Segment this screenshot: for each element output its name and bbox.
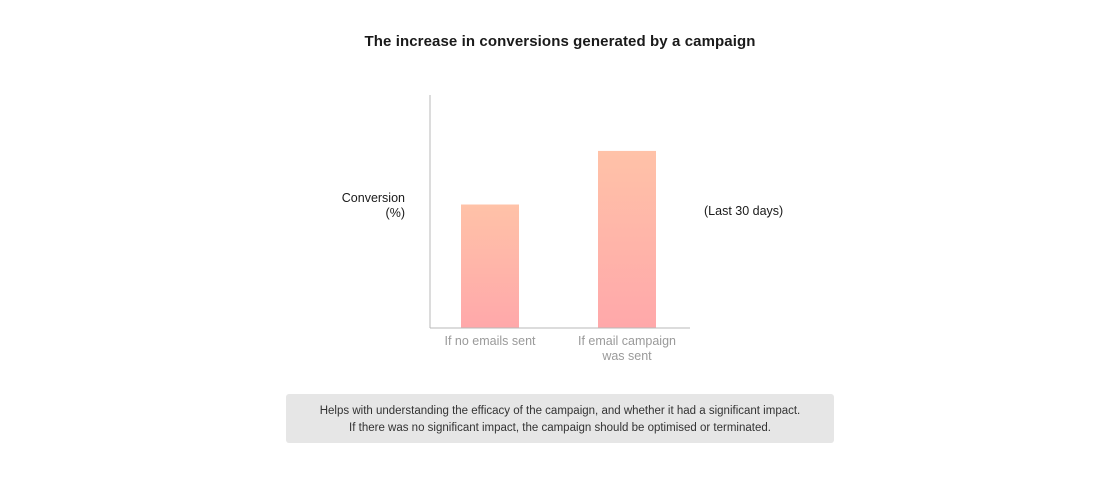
y-axis-label: Conversion (%) <box>300 191 405 221</box>
period-annotation: (Last 30 days) <box>704 204 784 218</box>
info-note: Helps with understanding the efficacy of… <box>286 394 834 443</box>
y-axis-label-line1: Conversion <box>341 191 405 205</box>
category-label-2-line2: was sent <box>602 349 652 363</box>
category-label-1: If no emails sent <box>420 334 560 349</box>
info-note-line1: Helps with understanding the efficacy of… <box>319 405 801 417</box>
info-note-line2: If there was no significant impact, the … <box>349 422 771 434</box>
bars-group <box>461 150 656 328</box>
y-axis-label-line2: (%) <box>385 206 405 220</box>
category-label-2-line1: If email campaign <box>578 334 676 348</box>
chart-title: The increase in conversions generated by… <box>364 33 756 50</box>
bar-1 <box>461 204 519 328</box>
bar-2 <box>598 150 656 328</box>
category-label-2: If email campaign was sent <box>557 334 697 364</box>
category-label-1-line1: If no emails sent <box>444 334 536 348</box>
